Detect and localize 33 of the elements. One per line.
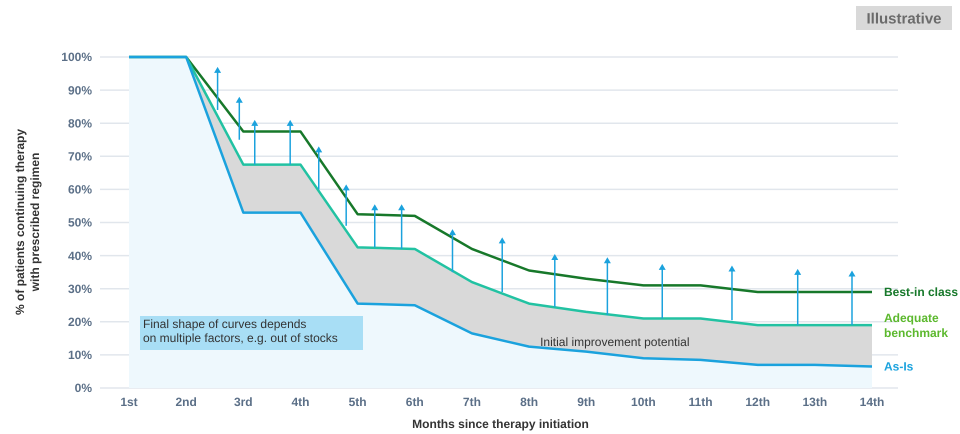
y-tick-label: 40% (68, 248, 92, 263)
x-tick-label: 9th (577, 395, 596, 409)
x-tick-label: 5th (348, 395, 367, 409)
series-label: As-Is (884, 360, 914, 374)
x-tick-label: 2nd (175, 395, 197, 409)
x-tick-label: 1st (120, 395, 138, 409)
x-tick-label: 4th (291, 395, 310, 409)
annotation: Initial improvement potential (540, 334, 690, 349)
x-axis-title: Months since therapy initiation (412, 417, 589, 431)
annotation: Final shape of curves depends on multiple factors, e.g. out of stocks (143, 317, 338, 345)
y-tick-label: 100% (61, 50, 92, 64)
x-tick-label: 10th (631, 395, 656, 409)
x-tick-label: 12th (745, 395, 770, 409)
y-tick-label: 60% (68, 182, 92, 197)
x-tick-label: 7th (462, 395, 481, 409)
y-tick-label: 10% (68, 348, 92, 362)
y-tick-label: 30% (68, 282, 92, 296)
y-tick-label: 0% (74, 381, 92, 396)
series-label: Best-in class (884, 285, 958, 300)
text: Illustrative (866, 10, 942, 28)
x-tick-label: 6th (406, 395, 424, 409)
x-tick-label: 14th (860, 395, 884, 409)
x-tick-label: 8th (520, 395, 538, 409)
y-tick-label: 90% (68, 83, 92, 98)
y-tick-label: 70% (68, 150, 92, 164)
x-tick-label: 13th (802, 395, 828, 409)
y-tick-label: 80% (68, 116, 92, 130)
y-axis-title: % of patients continuing therapy with prescribed regimen (13, 128, 42, 316)
y-tick-label: 20% (68, 315, 92, 329)
y-tick-label: 50% (68, 216, 92, 230)
series-label: Adequate benchmark (884, 311, 948, 340)
x-tick-label: 11th (688, 395, 713, 409)
x-tick-label: 3rd (234, 395, 253, 409)
